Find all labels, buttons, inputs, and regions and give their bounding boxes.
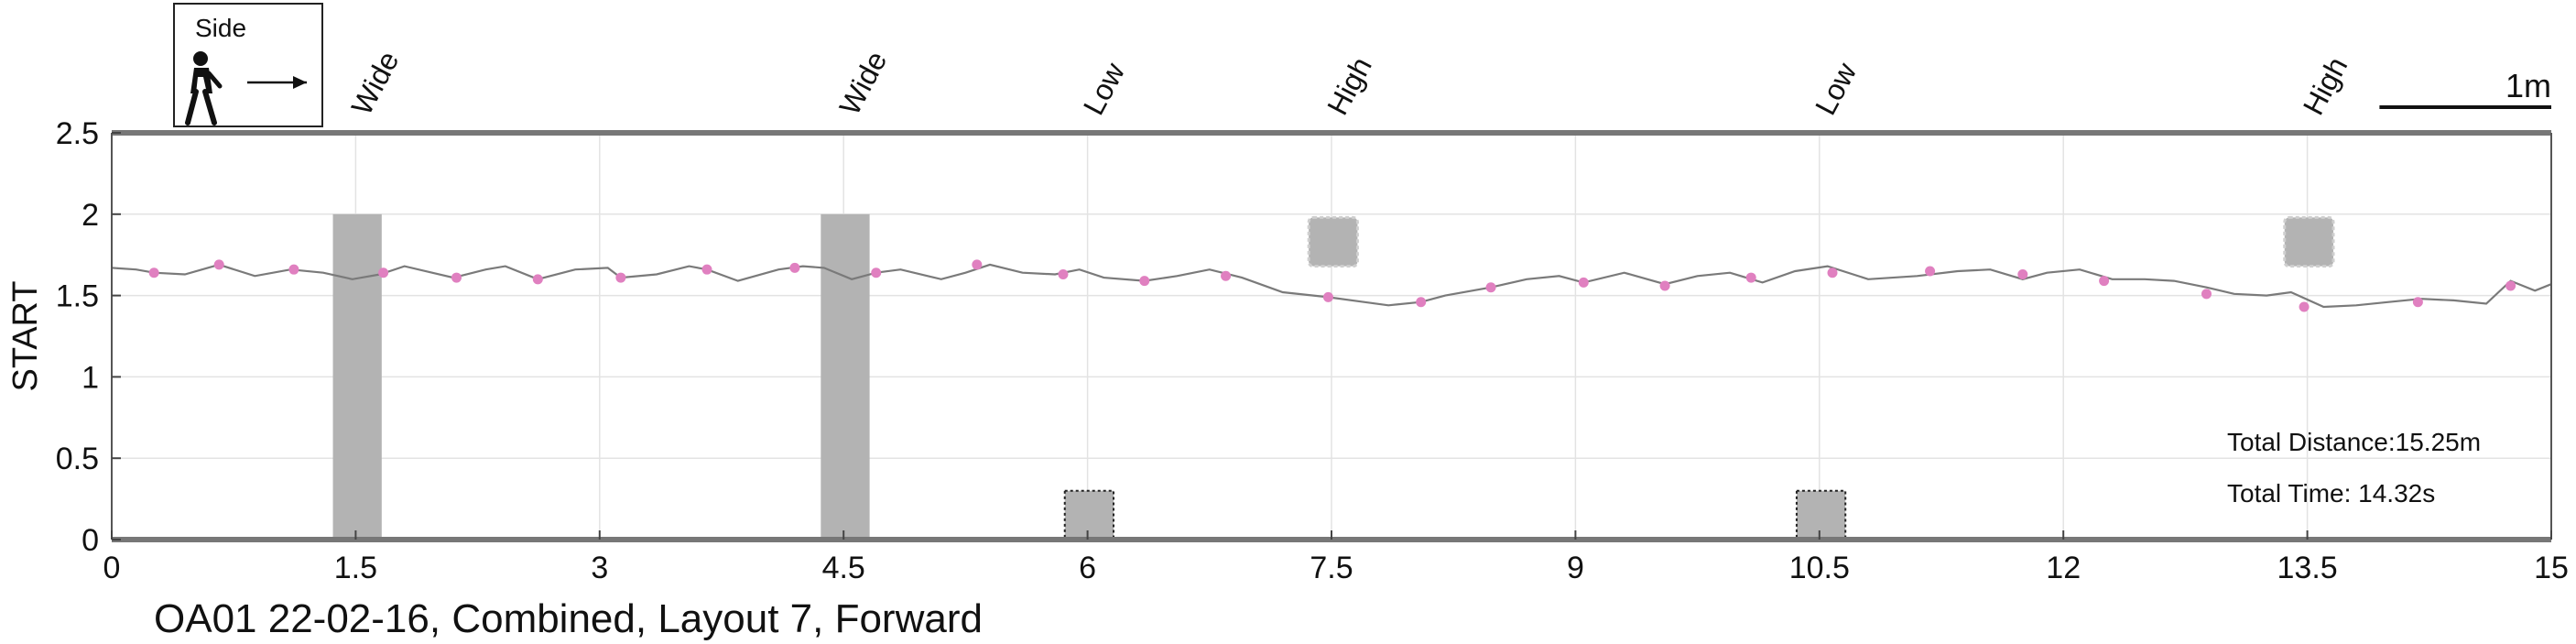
grid-lines xyxy=(111,132,2552,540)
series-1-point xyxy=(871,267,882,278)
series-1-point xyxy=(532,274,543,285)
x-tick-label: 7.5 xyxy=(1310,551,1353,585)
series-1-point xyxy=(2201,289,2212,300)
obstacle-label-0: Wide xyxy=(345,46,406,120)
series-1-point xyxy=(2412,297,2423,308)
series-1-point xyxy=(1221,270,1232,281)
obstacle-label-4: Low xyxy=(1809,57,1864,121)
series-1-point xyxy=(1322,291,1333,302)
total-distance-annotation: Total Distance:15.25m xyxy=(2227,428,2481,456)
x-tick-label: 3 xyxy=(591,551,608,585)
series-1-point xyxy=(1925,266,1936,277)
series xyxy=(111,259,2552,312)
series-1-point xyxy=(2505,280,2516,291)
y-tick-label: 1 xyxy=(82,360,99,395)
x-tick-label: 12 xyxy=(2046,551,2081,585)
obstacle-labels: Wide Wide Low High Low High xyxy=(345,46,2354,120)
x-tick-label: 9 xyxy=(1567,551,1584,585)
walking-person-icon xyxy=(185,51,223,126)
series-0-line xyxy=(111,263,2552,309)
series-1-point xyxy=(2299,301,2310,312)
x-tick-labels: 0 1.5 3 4.5 6 7.5 9 10.5 12 13.5 15 xyxy=(103,551,2569,585)
series-1-point xyxy=(1485,282,1496,293)
series-1-point xyxy=(148,267,159,278)
y-tick-labels: 0 0.5 1 1.5 2 2.5 xyxy=(56,116,99,558)
obstacle-high-5 xyxy=(2283,215,2335,268)
x-tick-label: 0 xyxy=(103,551,121,585)
y-tick-label: 0 xyxy=(82,523,99,558)
total-time-annotation: Total Time: 14.32s xyxy=(2227,479,2435,508)
obstacle-low-2 xyxy=(1063,489,1115,540)
series-1-point xyxy=(288,264,299,275)
series-1-point xyxy=(451,272,462,283)
y-tick-label: 1.5 xyxy=(56,279,99,314)
x-tick-label: 1.5 xyxy=(334,551,377,585)
y-axis-label: START xyxy=(6,280,45,391)
obstacle-label-3: High xyxy=(1321,51,1378,120)
series-1-point xyxy=(615,272,626,283)
x-tick-label: 15 xyxy=(2534,551,2569,585)
obstacle-label-1: Wide xyxy=(832,46,893,120)
series-1-point xyxy=(789,262,800,273)
obstacles xyxy=(332,213,2335,540)
x-tick-label: 13.5 xyxy=(2277,551,2338,585)
x-tick-label: 4.5 xyxy=(822,551,865,585)
obstacle-low-4 xyxy=(1795,489,1847,540)
obstacle-label-5: High xyxy=(2297,51,2354,120)
legend-label: Side xyxy=(195,14,246,42)
y-tick-label: 2.5 xyxy=(56,116,99,151)
series-1-point xyxy=(1659,280,1670,291)
obstacle-high-3 xyxy=(1307,215,1359,268)
arrow-right-icon xyxy=(247,76,307,89)
scale-bar-label: 1m xyxy=(2505,67,2551,104)
y-tick-label: 2 xyxy=(82,198,99,233)
series-1-point xyxy=(1058,269,1069,280)
series-1-point xyxy=(1745,272,1756,283)
series-1-point xyxy=(1416,297,1427,308)
series-1-point xyxy=(701,264,712,275)
series-1-point xyxy=(2099,276,2110,287)
series-1-point xyxy=(2017,269,2028,280)
obstacle-label-2: Low xyxy=(1077,57,1132,121)
series-1-point xyxy=(213,259,224,270)
axes xyxy=(111,130,2552,542)
obstacle-wide-1 xyxy=(821,213,870,540)
y-tick-label: 0.5 xyxy=(56,442,99,476)
series-1-point xyxy=(1578,277,1589,288)
series-1-point xyxy=(972,259,983,270)
series-1-point xyxy=(1139,276,1150,287)
series-1-point xyxy=(378,267,389,278)
x-tick-label: 10.5 xyxy=(1789,551,1850,585)
legend: Side xyxy=(173,3,323,127)
chart-title: OA01 22-02-16, Combined, Layout 7, Forwa… xyxy=(154,596,983,641)
x-tick-label: 6 xyxy=(1079,551,1096,585)
scale-bar: 1m xyxy=(2379,67,2551,109)
obstacle-wide-0 xyxy=(332,213,382,540)
series-1-point xyxy=(1827,267,1838,278)
